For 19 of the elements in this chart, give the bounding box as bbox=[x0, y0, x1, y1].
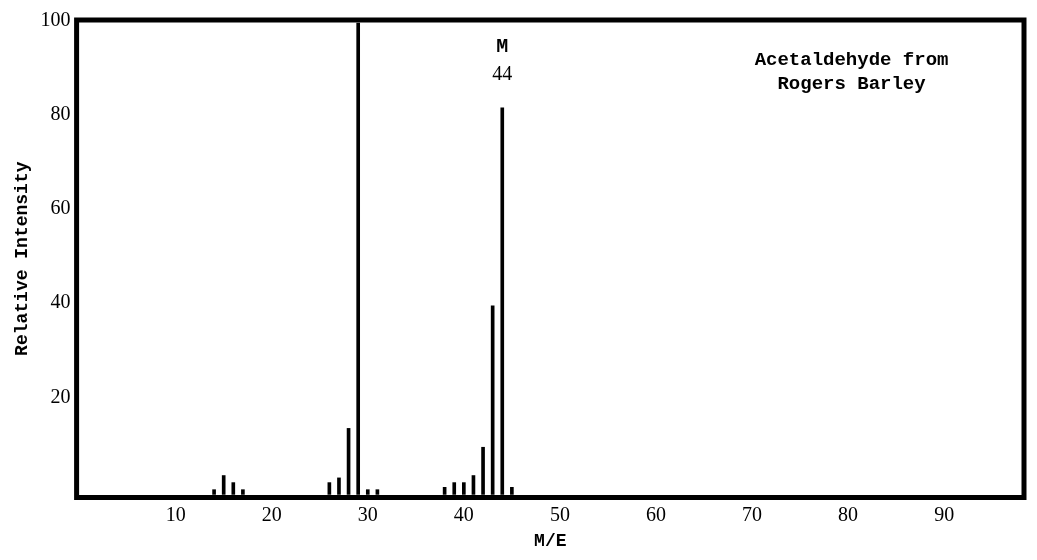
x-tick-label: 10 bbox=[165, 502, 186, 525]
x-axis-title: M/E bbox=[534, 530, 567, 551]
x-tick-label: 20 bbox=[261, 502, 282, 525]
x-tick-label: 30 bbox=[357, 502, 378, 525]
annotation: M bbox=[496, 34, 509, 58]
y-tick-label: 80 bbox=[50, 101, 71, 124]
y-tick-label: 100 bbox=[40, 7, 71, 30]
x-tick-label: 90 bbox=[934, 502, 955, 525]
annotation: 44 bbox=[492, 61, 513, 84]
x-tick-label: 50 bbox=[549, 502, 570, 525]
y-tick-label: 60 bbox=[50, 196, 71, 219]
x-tick-label: 70 bbox=[742, 502, 763, 525]
y-axis-title: Relative Intensity bbox=[12, 161, 33, 356]
x-tick-label: 40 bbox=[453, 502, 474, 525]
text: Acetaldehyde from Rogers Barley bbox=[754, 49, 949, 95]
y-tick-label: 40 bbox=[50, 290, 71, 313]
x-tick-label: 60 bbox=[645, 502, 666, 525]
y-tick-label: 20 bbox=[50, 384, 71, 407]
x-tick-label: 80 bbox=[838, 502, 859, 525]
